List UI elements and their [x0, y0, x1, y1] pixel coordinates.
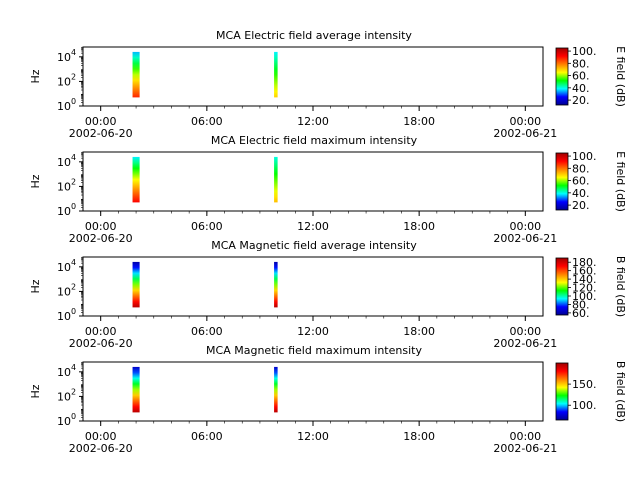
- x-tick-label: 00:00: [85, 115, 117, 128]
- x-tick-label: 00:00: [509, 430, 541, 443]
- burst-mark: [132, 51, 140, 98]
- colorbar: [555, 152, 569, 211]
- colorbar-tick-label: 100.: [572, 150, 597, 163]
- y-tick-label: 102: [57, 387, 76, 403]
- panel-1: MCA Electric field average intensity 100 1…: [29, 29, 627, 140]
- x-date-label: 2002-06-21: [493, 442, 557, 455]
- y-tick-label: 102: [57, 282, 76, 298]
- burst-mark: [132, 366, 140, 413]
- colorbar-label: E field (dB): [614, 46, 627, 107]
- colorbar-tick-label: 40.: [572, 82, 590, 95]
- x-tick-label: 12:00: [297, 220, 329, 233]
- y-axis-label: Hz: [29, 174, 42, 188]
- y-tick-label: 100: [57, 202, 76, 218]
- x-date-label: 2002-06-20: [69, 442, 133, 455]
- x-tick-label: 00:00: [509, 115, 541, 128]
- panel-4: MCA Magnetic field maximum intensity 100 1…: [29, 344, 627, 455]
- x-tick-label: 06:00: [191, 115, 223, 128]
- x-tick-label: 18:00: [403, 430, 435, 443]
- burst-mark: [274, 156, 278, 203]
- x-tick-label: 18:00: [403, 115, 435, 128]
- panel-title: MCA Electric field average intensity: [216, 29, 412, 42]
- colorbar-tick-label: 60.: [572, 307, 590, 320]
- x-tick-label: 00:00: [85, 430, 117, 443]
- x-date-label: 2002-06-20: [69, 232, 133, 245]
- x-tick-label: 06:00: [191, 325, 223, 338]
- colorbar-tick-label: 40.: [572, 187, 590, 200]
- y-tick-label: 104: [57, 363, 76, 379]
- colorbar-tick-label: 60.: [572, 175, 590, 188]
- y-tick-label: 104: [57, 153, 76, 169]
- x-tick-label: 12:00: [297, 430, 329, 443]
- plot-area: [82, 46, 544, 107]
- colorbar-tick-label: 100.: [572, 45, 597, 58]
- colorbar: [555, 257, 569, 316]
- colorbar-tick-label: 60.: [572, 70, 590, 83]
- y-tick-label: 100: [57, 307, 76, 323]
- colorbar-tick-label: 180.: [572, 256, 597, 269]
- x-tick-label: 12:00: [297, 325, 329, 338]
- y-axis-label: Hz: [29, 279, 42, 293]
- burst-mark: [132, 156, 140, 203]
- panel-title: MCA Electric field maximum intensity: [211, 134, 418, 147]
- x-date-label: 2002-06-21: [493, 337, 557, 350]
- x-date-label: 2002-06-20: [69, 337, 133, 350]
- panel-3: MCA Magnetic field average intensity 100 1…: [29, 239, 627, 350]
- burst-mark: [132, 261, 140, 308]
- y-tick-label: 100: [57, 97, 76, 113]
- x-tick-label: 06:00: [191, 220, 223, 233]
- colorbar-label: B field (dB): [614, 361, 627, 422]
- y-axis-label: Hz: [29, 384, 42, 398]
- burst-mark: [274, 51, 278, 98]
- colorbar-tick-label: 150.: [572, 378, 597, 391]
- panel-title: MCA Magnetic field average intensity: [211, 239, 417, 252]
- x-date-label: 2002-06-21: [493, 232, 557, 245]
- panel-title: MCA Magnetic field maximum intensity: [206, 344, 422, 357]
- y-tick-label: 104: [57, 258, 76, 274]
- colorbar-tick-label: 20.: [572, 94, 590, 107]
- colorbar-tick-label: 160.: [572, 265, 597, 278]
- colorbar-tick-label: 80.: [572, 162, 590, 175]
- y-axis-label: Hz: [29, 69, 42, 83]
- x-tick-label: 06:00: [191, 430, 223, 443]
- x-tick-label: 18:00: [403, 325, 435, 338]
- x-tick-label: 12:00: [297, 115, 329, 128]
- colorbar-tick-label: 120.: [572, 282, 597, 295]
- x-tick-label: 18:00: [403, 220, 435, 233]
- colorbar-tick-label: 140.: [572, 273, 597, 286]
- x-tick-label: 00:00: [85, 220, 117, 233]
- colorbar-tick-label: 20.: [572, 199, 590, 212]
- y-tick-label: 100: [57, 412, 76, 428]
- colorbar-label: E field (dB): [614, 151, 627, 212]
- burst-mark: [274, 366, 278, 413]
- panel-2: MCA Electric field maximum intensity 100 1…: [29, 134, 627, 245]
- colorbar: [555, 47, 569, 106]
- plot-area: [82, 151, 544, 212]
- colorbar-tick-label: 80.: [572, 298, 590, 311]
- colorbar-tick-label: 100.: [572, 290, 597, 303]
- x-tick-label: 00:00: [85, 325, 117, 338]
- x-tick-label: 00:00: [509, 220, 541, 233]
- plot-area: [82, 361, 544, 422]
- y-tick-label: 104: [57, 48, 76, 64]
- y-tick-label: 102: [57, 177, 76, 193]
- y-tick-label: 102: [57, 72, 76, 88]
- x-date-label: 2002-06-20: [69, 127, 133, 140]
- colorbar-tick-label: 100.: [572, 399, 597, 412]
- x-date-label: 2002-06-21: [493, 127, 557, 140]
- x-tick-label: 00:00: [509, 325, 541, 338]
- colorbar: [555, 362, 569, 421]
- plot-area: [82, 256, 544, 317]
- burst-mark: [274, 261, 278, 308]
- colorbar-label: B field (dB): [614, 256, 627, 317]
- colorbar-tick-label: 80.: [572, 57, 590, 70]
